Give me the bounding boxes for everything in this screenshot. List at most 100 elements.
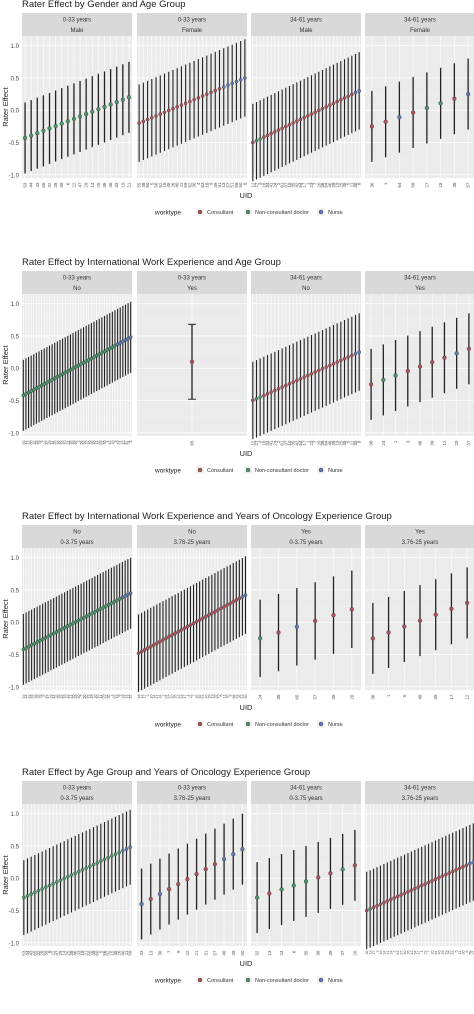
legend-swatch xyxy=(245,467,251,473)
data-point xyxy=(298,117,303,122)
x-tick-label: 8 xyxy=(357,440,362,443)
data-point xyxy=(234,598,239,602)
data-point xyxy=(22,895,26,900)
chart-4: Rater Effect by Age Group and Years of O… xyxy=(1,767,474,985)
x-tick-label: 5 xyxy=(77,441,81,443)
x-tick-label: 57 xyxy=(212,950,217,956)
legend-label: Consultant xyxy=(207,210,234,216)
x-tick-label: 48 xyxy=(452,182,457,188)
x-tick-label: 32 xyxy=(33,695,37,699)
x-tick-label: 56 xyxy=(82,695,86,699)
data-point xyxy=(295,119,299,123)
y-tick-label: 0.0 xyxy=(11,877,20,883)
data-point xyxy=(251,140,255,145)
x-tick-label: 46 xyxy=(58,441,62,445)
data-point xyxy=(95,608,100,613)
x-tick-label: 50 xyxy=(238,182,243,188)
x-tick-label: 45 xyxy=(91,695,95,699)
data-point xyxy=(21,647,26,652)
x-tick-label: 47 xyxy=(45,441,49,445)
x-tick-label: 55 xyxy=(69,441,73,445)
data-point xyxy=(54,630,59,634)
x-tick-label: 41 xyxy=(269,440,274,446)
data-point xyxy=(191,621,196,626)
data-point xyxy=(99,859,103,863)
x-tick-label: 37 xyxy=(168,695,172,699)
x-tick-label: 37 xyxy=(283,440,288,446)
x-tick-label: 37 xyxy=(313,694,318,700)
data-point xyxy=(71,621,75,626)
data-point xyxy=(65,624,70,629)
x-tick-label: 24 xyxy=(279,950,284,956)
data-point xyxy=(313,618,318,624)
data-point xyxy=(291,121,295,125)
x-tick-label: 6 xyxy=(47,950,52,953)
panel-background xyxy=(251,294,361,436)
facet-panel: 34-61 yearsNo122731634412426137103542541… xyxy=(250,271,362,446)
y-tick-label: 0.5 xyxy=(11,76,20,82)
data-point xyxy=(120,97,125,102)
x-tick-label: 54 xyxy=(298,182,303,188)
x-tick-label: 45 xyxy=(87,441,91,445)
x-tick-label: 23 xyxy=(309,182,314,188)
x-tick-label: 58 xyxy=(468,951,472,955)
x-tick-label: 29 xyxy=(58,950,63,956)
chart-2: Rater Effect by International Work Exper… xyxy=(1,257,474,475)
x-tick-label: 11 xyxy=(223,695,227,699)
data-point xyxy=(158,112,163,116)
x-tick-label: 19 xyxy=(335,182,340,188)
facet-strip-label: Male xyxy=(70,28,84,34)
data-point xyxy=(113,852,118,856)
x-tick-label: 21 xyxy=(126,182,131,188)
data-point xyxy=(102,104,107,109)
x-tick-label: 4 xyxy=(106,441,110,443)
data-point xyxy=(91,862,96,867)
legend-swatch xyxy=(245,209,251,215)
data-point xyxy=(433,612,438,617)
facet-strip-label: Yes xyxy=(301,530,311,536)
x-tick-label: 13 xyxy=(148,950,153,956)
x-tick-label: 27 xyxy=(254,440,259,446)
x-tick-label: 32 xyxy=(255,950,260,956)
data-point xyxy=(339,97,343,102)
data-point xyxy=(128,591,133,595)
data-point xyxy=(279,887,284,892)
x-tick-label: 25 xyxy=(53,441,57,445)
facet-strip-label: No xyxy=(73,530,81,536)
y-axis-label: Rater Effect xyxy=(1,854,10,894)
x-tick-label: 44 xyxy=(29,182,34,188)
x-tick-label: 39 xyxy=(331,182,336,188)
data-point xyxy=(128,845,132,850)
data-point xyxy=(313,370,317,374)
x-tick-label: 30 xyxy=(103,441,107,445)
data-point xyxy=(430,879,434,883)
x-tick-label: 48 xyxy=(72,441,76,445)
x-tick-label: 64 xyxy=(201,695,205,699)
x-tick-label: 43 xyxy=(139,950,144,956)
x-tick-label: 51 xyxy=(472,951,474,955)
legend-swatch xyxy=(318,721,324,727)
panel-background xyxy=(251,548,361,690)
data-point xyxy=(51,631,56,636)
data-point xyxy=(139,649,144,654)
x-tick-label: 33 xyxy=(76,950,81,956)
x-tick-label: 20 xyxy=(431,951,435,955)
x-tick-label: 45 xyxy=(113,950,118,956)
x-tick-label: 25 xyxy=(55,695,59,699)
data-point xyxy=(302,115,306,120)
data-point xyxy=(35,131,40,136)
data-point xyxy=(106,602,111,607)
x-tick-label: 39 xyxy=(331,440,336,446)
x-tick-label: 7 xyxy=(167,950,172,953)
x-tick-label: 2 xyxy=(276,182,281,185)
x-tick-label: 51 xyxy=(127,441,131,445)
x-tick-label: 43 xyxy=(27,441,31,445)
facet-panel: 34-61 years 0-3.75 years 32 13 24 6 35 38 39 37 20 xyxy=(251,781,361,956)
x-tick-label: 22 xyxy=(71,182,76,188)
data-point xyxy=(77,869,81,874)
data-point xyxy=(303,879,309,884)
data-point xyxy=(443,872,448,877)
facet-strip-label: 34-61 years xyxy=(290,18,322,24)
data-point xyxy=(47,126,52,131)
data-point xyxy=(189,359,195,364)
